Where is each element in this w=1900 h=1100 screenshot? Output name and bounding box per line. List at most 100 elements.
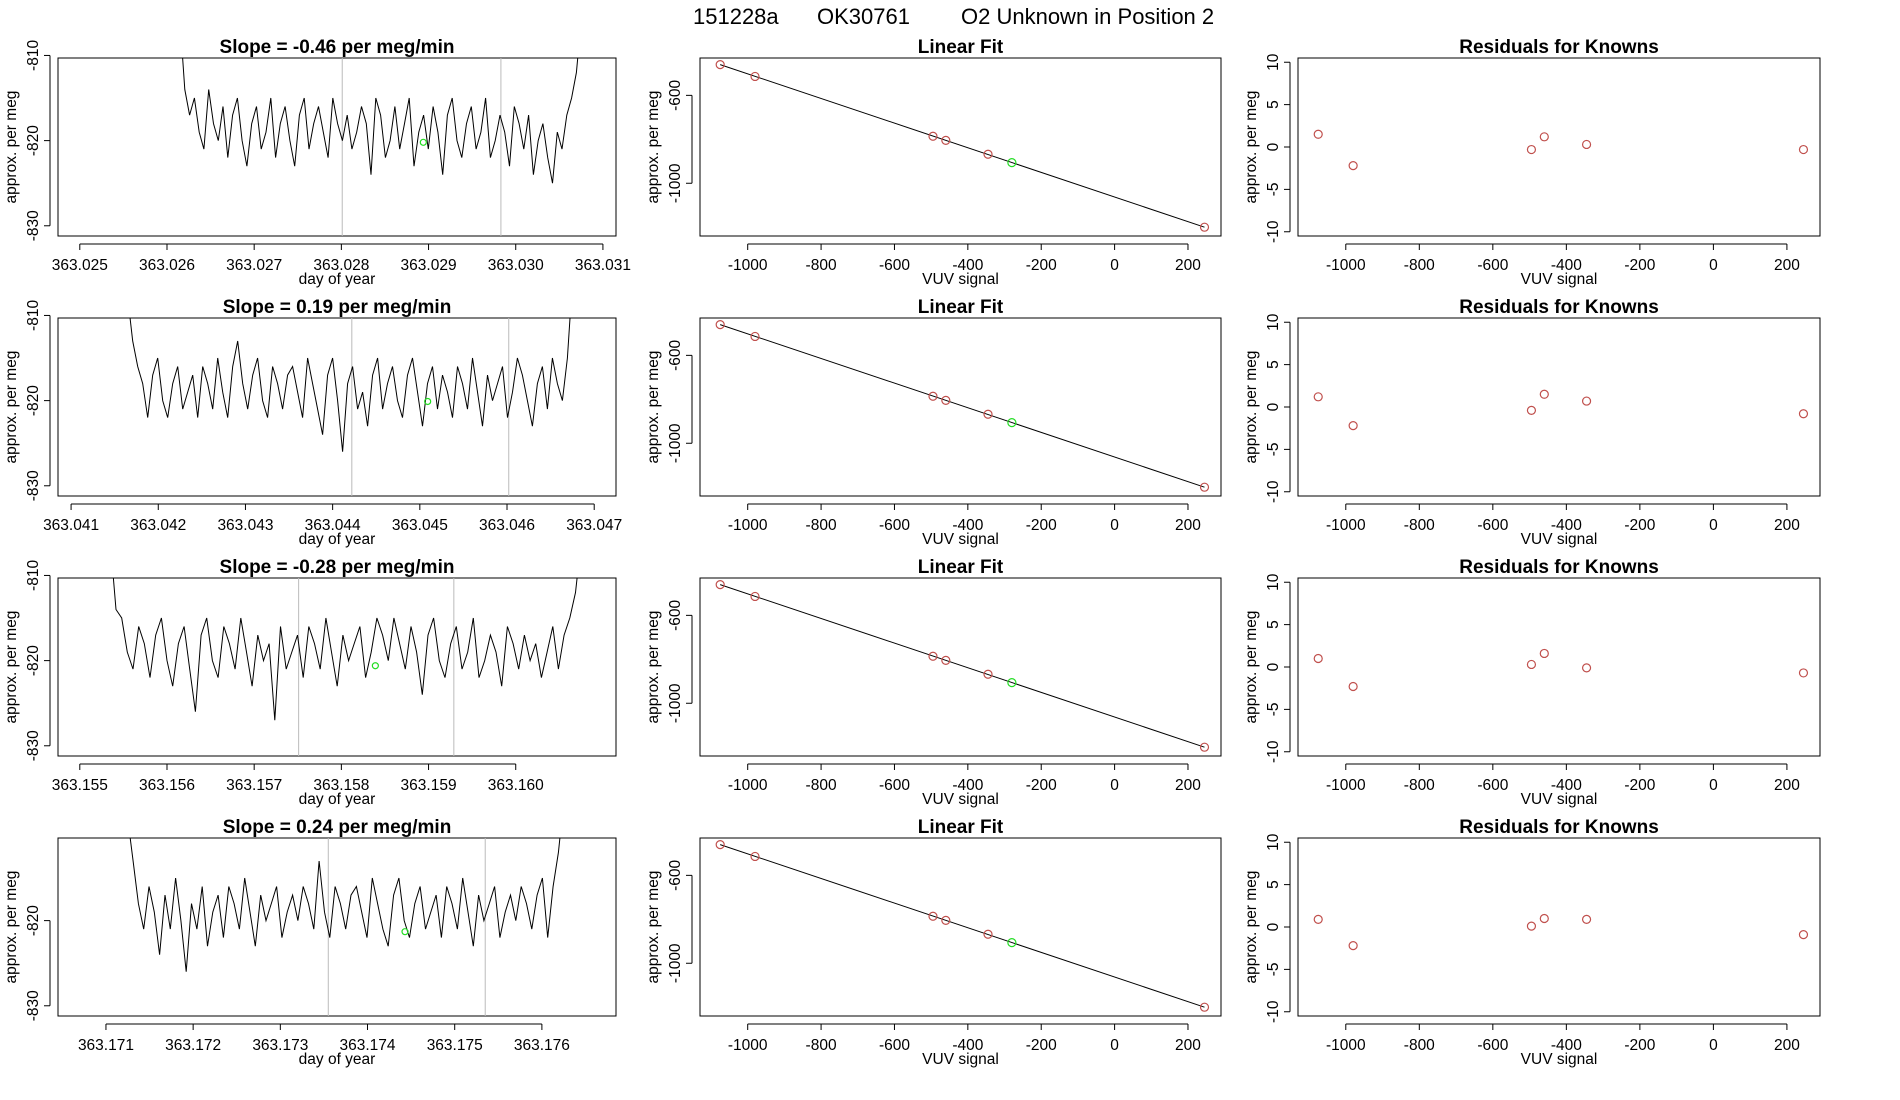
- x-tick-label: 0: [1709, 517, 1718, 534]
- y-tick-label: -830: [25, 210, 42, 241]
- panel-title: Slope = -0.46 per meg/min: [220, 37, 455, 58]
- x-tick-label: 363.026: [139, 257, 195, 274]
- panel-timeseries-row-3: Slope = -0.28 per meg/min 363.155 363.156 3…: [3, 557, 617, 808]
- x-tick-label: 363.159: [401, 777, 457, 794]
- x-tick-label: 200: [1175, 777, 1201, 794]
- series-line: [129, 838, 561, 972]
- x-tick-label: 363.047: [566, 517, 622, 534]
- x-tick-label: -200: [1026, 1037, 1057, 1054]
- data-point: [715, 319, 725, 330]
- fit-line: [720, 324, 1205, 488]
- x-tick-label: -800: [806, 1037, 837, 1054]
- x-tick-label: 0: [1709, 1037, 1718, 1054]
- data-point: [1539, 132, 1549, 142]
- data-point: [941, 915, 951, 926]
- panel-fit-row-4: Linear Fit -1000 -800 -600 -400 -200 0 200 VUV s…: [645, 817, 1222, 1068]
- data-point: [1581, 139, 1592, 150]
- panel-title: Linear Fit: [918, 557, 1004, 578]
- data-point: [1539, 913, 1549, 924]
- main-title-run: 151228a: [693, 4, 779, 29]
- unknown-point: [424, 397, 432, 406]
- x-tick-label: -200: [1624, 1037, 1655, 1054]
- y-tick-label: -820: [25, 125, 42, 156]
- data-point: [1526, 144, 1537, 155]
- x-tick-label: 0: [1709, 777, 1718, 794]
- panel-fit-row-2: Linear Fit -1000 -800 -600 -400 -200 0 200 VUV s…: [645, 297, 1222, 548]
- data-point: [983, 149, 993, 159]
- y-tick-label: 10: [1265, 833, 1282, 851]
- y-tick-label: -830: [25, 470, 42, 501]
- x-tick-label: 200: [1774, 777, 1800, 794]
- data-point: [1199, 1002, 1210, 1012]
- panel-title: Residuals for Knowns: [1459, 817, 1659, 838]
- y-tick-label: 10: [1265, 53, 1282, 71]
- data-point: [750, 331, 760, 342]
- x-tick-label: 363.028: [313, 257, 369, 274]
- x-tick-label: -1000: [1326, 777, 1366, 794]
- x-axis-label: VUV signal: [1521, 531, 1598, 548]
- unknown-point: [1007, 158, 1017, 168]
- data-point: [1526, 921, 1537, 931]
- data-point: [928, 651, 938, 661]
- plot-frame: [57, 577, 617, 757]
- x-tick-label: 363.031: [575, 257, 631, 274]
- data-point: [750, 71, 760, 82]
- y-tick-label: -820: [25, 905, 42, 936]
- data-point: [1798, 144, 1809, 155]
- y-axis-label: approx. per meg: [1243, 611, 1260, 724]
- x-tick-label: 363.029: [401, 257, 457, 274]
- x-tick-label: -600: [879, 517, 910, 534]
- y-tick-label: -600: [667, 339, 684, 370]
- y-tick-label: -1000: [667, 163, 684, 203]
- x-axis-label: VUV signal: [1521, 1051, 1598, 1068]
- y-axis-label: approx. per meg: [1243, 351, 1260, 464]
- plot-frame: [699, 57, 1222, 237]
- data-point: [1526, 659, 1537, 670]
- y-tick-label: 0: [1265, 662, 1282, 671]
- data-point: [983, 409, 993, 419]
- x-tick-label: -200: [1026, 777, 1057, 794]
- plot-frame: [57, 317, 617, 497]
- x-tick-label: -400: [1551, 1037, 1582, 1054]
- plot-frame: [1297, 837, 1821, 1017]
- x-tick-label: -800: [806, 777, 837, 794]
- y-tick-label: -830: [25, 730, 42, 761]
- x-tick-label: 363.160: [488, 777, 544, 794]
- x-axis-label: VUV signal: [922, 1051, 999, 1068]
- y-tick-label: -810: [25, 560, 42, 591]
- x-tick-label: 363.171: [78, 1037, 134, 1054]
- x-tick-label: 363.155: [52, 777, 108, 794]
- x-tick-label: 0: [1110, 1037, 1119, 1054]
- data-point: [750, 591, 760, 602]
- plot-frame: [57, 837, 617, 1017]
- plot-frame: [699, 577, 1222, 757]
- y-tick-label: -810: [25, 40, 42, 71]
- data-point: [1199, 222, 1210, 232]
- x-tick-label: 200: [1175, 257, 1201, 274]
- plot-frame: [57, 57, 617, 237]
- y-axis-label: approx. per meg: [3, 351, 20, 464]
- x-tick-label: 200: [1175, 1037, 1201, 1054]
- data-point: [1348, 681, 1358, 692]
- x-tick-label: 0: [1709, 257, 1718, 274]
- x-tick-label: 363.042: [130, 517, 186, 534]
- y-tick-label: -10: [1265, 740, 1282, 763]
- x-tick-label: 363.025: [52, 257, 108, 274]
- y-axis-label: approx. per meg: [645, 351, 662, 464]
- y-tick-label: 5: [1265, 620, 1282, 629]
- y-axis-label: approx. per meg: [3, 611, 20, 724]
- y-axis-label: approx. per meg: [645, 611, 662, 724]
- unknown-point: [1007, 938, 1017, 948]
- data-point: [1199, 742, 1210, 752]
- x-tick-label: -800: [806, 517, 837, 534]
- data-point: [715, 579, 725, 590]
- data-point: [941, 655, 951, 666]
- data-point: [1348, 941, 1358, 951]
- x-tick-label: -400: [1551, 257, 1582, 274]
- x-tick-label: 363.158: [313, 777, 369, 794]
- x-tick-label: 363.176: [514, 1037, 570, 1054]
- panel-title: Slope = -0.28 per meg/min: [220, 557, 455, 578]
- x-axis-label: VUV signal: [922, 531, 999, 548]
- x-tick-label: 363.046: [479, 517, 535, 534]
- x-tick-label: -1000: [728, 257, 768, 274]
